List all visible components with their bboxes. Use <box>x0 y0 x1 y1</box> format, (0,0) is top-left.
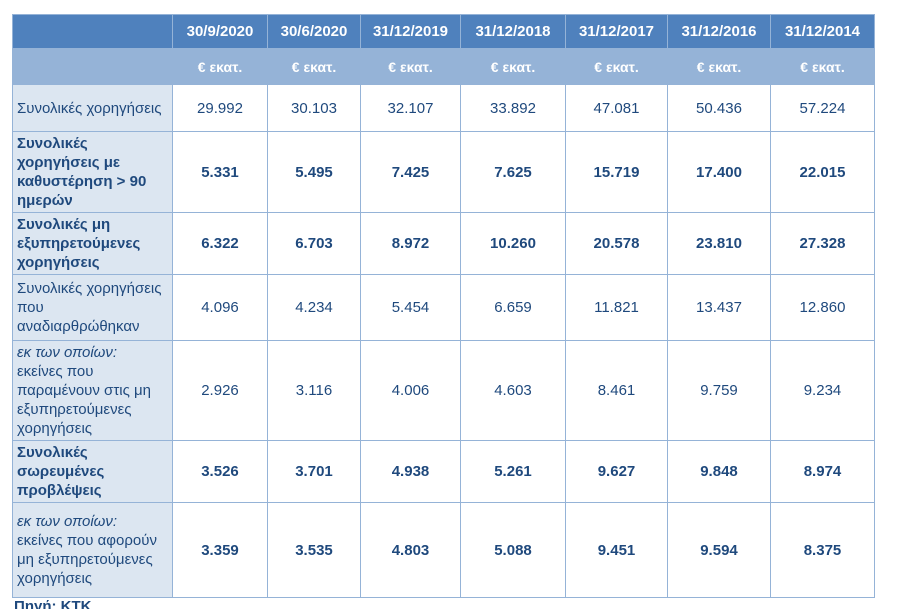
row-label-text: Συνολικές χορηγήσεις <box>17 99 162 117</box>
cell-value: 4.096 <box>172 274 268 341</box>
cell-value: 47.081 <box>565 84 668 132</box>
row-label-text: Συνολικές χορηγήσεις που αναδιαρθρώθηκαν <box>17 280 162 335</box>
cell-value: 9.594 <box>667 502 771 598</box>
cell-value: 6.659 <box>460 274 566 341</box>
cell-value: 3.701 <box>267 440 361 503</box>
unit-header-6: € εκατ. <box>770 48 875 85</box>
cell-value: 5.261 <box>460 440 566 503</box>
cell-value: 15.719 <box>565 131 668 213</box>
row-label: εκ των οποίων: εκείνες που αφορούν μη εξυ… <box>12 502 173 598</box>
cell-value: 3.535 <box>267 502 361 598</box>
cell-value: 3.116 <box>267 340 361 441</box>
row-label-text: εκείνες που αφορούν μη εξυπηρετούμενες χ… <box>17 532 157 587</box>
cell-value: 6.322 <box>172 212 268 275</box>
cell-value: 4.006 <box>360 340 461 441</box>
cell-value: 6.703 <box>267 212 361 275</box>
cell-value: 5.495 <box>267 131 361 213</box>
col-header-date-2: 31/12/2019 <box>360 14 461 49</box>
row-label-prefix: εκ των οποίων: <box>17 344 117 361</box>
col-header-date-1: 30/6/2020 <box>267 14 361 49</box>
date-header-row: 30/9/2020 30/6/2020 31/12/2019 31/12/201… <box>12 14 875 49</box>
table-row-restructured-loans: Συνολικές χορηγήσεις που αναδιαρθρώθηκαν… <box>12 274 875 341</box>
cell-value: 7.425 <box>360 131 461 213</box>
corner-cell-dark <box>12 14 173 49</box>
col-header-date-6: 31/12/2014 <box>770 14 875 49</box>
unit-header-2: € εκατ. <box>360 48 461 85</box>
cell-value: 8.974 <box>770 440 875 503</box>
unit-header-5: € εκατ. <box>667 48 771 85</box>
unit-header-3: € εκατ. <box>460 48 566 85</box>
unit-header-4: € εκατ. <box>565 48 668 85</box>
cell-value: 23.810 <box>667 212 771 275</box>
cell-value: 3.359 <box>172 502 268 598</box>
table-row-loans-past-due-90d: Συνολικές χορηγήσεις με καθυστέρηση > 90… <box>12 131 875 213</box>
cell-value: 57.224 <box>770 84 875 132</box>
row-label-text: Συνολικές σωρευμένες προβλέψεις <box>17 444 105 499</box>
cell-value: 5.331 <box>172 131 268 213</box>
table-row-total-npl: Συνολικές μη εξυπηρετούμενες χορηγήσεις … <box>12 212 875 275</box>
cell-value: 12.860 <box>770 274 875 341</box>
cell-value: 2.926 <box>172 340 268 441</box>
cell-value: 9.451 <box>565 502 668 598</box>
col-header-date-5: 31/12/2016 <box>667 14 771 49</box>
col-header-date-3: 31/12/2018 <box>460 14 566 49</box>
table-row-total-accumulated-provisions: Συνολικές σωρευμένες προβλέψεις 3.526 3.… <box>12 440 875 503</box>
cell-value: 9.759 <box>667 340 771 441</box>
cell-value: 13.437 <box>667 274 771 341</box>
table-row-total-loans: Συνολικές χορηγήσεις 29.992 30.103 32.10… <box>12 84 875 132</box>
cell-value: 4.803 <box>360 502 461 598</box>
cell-value: 22.015 <box>770 131 875 213</box>
cell-value: 5.088 <box>460 502 566 598</box>
row-label: Συνολικές χορηγήσεις με καθυστέρηση > 90… <box>12 131 173 213</box>
row-label-text: Συνολικές μη εξυπηρετούμενες χορηγήσεις <box>17 216 141 271</box>
cell-value: 11.821 <box>565 274 668 341</box>
cell-value: 50.436 <box>667 84 771 132</box>
row-label: Συνολικές χορηγήσεις <box>12 84 173 132</box>
cell-value: 4.234 <box>267 274 361 341</box>
source-note: Πηγή: ΚΤΚ <box>14 598 92 609</box>
loans-financial-table: 30/9/2020 30/6/2020 31/12/2019 31/12/201… <box>12 14 875 598</box>
cell-value: 32.107 <box>360 84 461 132</box>
table-row-restructured-still-npl: εκ των οποίων: εκείνες που παραμένουν στι… <box>12 340 875 441</box>
unit-header-0: € εκατ. <box>172 48 268 85</box>
row-label: Συνολικές χορηγήσεις που αναδιαρθρώθηκαν <box>12 274 173 341</box>
row-label: εκ των οποίων: εκείνες που παραμένουν στι… <box>12 340 173 441</box>
cell-value: 5.454 <box>360 274 461 341</box>
cell-value: 9.627 <box>565 440 668 503</box>
col-header-date-4: 31/12/2017 <box>565 14 668 49</box>
cell-value: 7.625 <box>460 131 566 213</box>
cell-value: 10.260 <box>460 212 566 275</box>
corner-cell-light <box>12 48 173 85</box>
cell-value: 9.234 <box>770 340 875 441</box>
cell-value: 8.375 <box>770 502 875 598</box>
cell-value: 8.972 <box>360 212 461 275</box>
row-label: Συνολικές σωρευμένες προβλέψεις <box>12 440 173 503</box>
cell-value: 33.892 <box>460 84 566 132</box>
row-label-text: εκείνες που παραμένουν στις μη εξυπηρετο… <box>17 363 151 437</box>
cell-value: 3.526 <box>172 440 268 503</box>
cell-value: 30.103 <box>267 84 361 132</box>
cell-value: 20.578 <box>565 212 668 275</box>
cell-value: 29.992 <box>172 84 268 132</box>
row-label-text: Συνολικές χορηγήσεις με καθυστέρηση > 90… <box>17 135 147 209</box>
unit-header-row: € εκατ. € εκατ. € εκατ. € εκατ. € εκατ. … <box>12 48 875 85</box>
cell-value: 8.461 <box>565 340 668 441</box>
cell-value: 17.400 <box>667 131 771 213</box>
row-label-prefix: εκ των οποίων: <box>17 513 117 530</box>
cell-value: 4.938 <box>360 440 461 503</box>
table-row-provisions-for-npl: εκ των οποίων: εκείνες που αφορούν μη εξυ… <box>12 502 875 598</box>
cell-value: 27.328 <box>770 212 875 275</box>
row-label: Συνολικές μη εξυπηρετούμενες χορηγήσεις <box>12 212 173 275</box>
cell-value: 4.603 <box>460 340 566 441</box>
unit-header-1: € εκατ. <box>267 48 361 85</box>
cell-value: 9.848 <box>667 440 771 503</box>
col-header-date-0: 30/9/2020 <box>172 14 268 49</box>
